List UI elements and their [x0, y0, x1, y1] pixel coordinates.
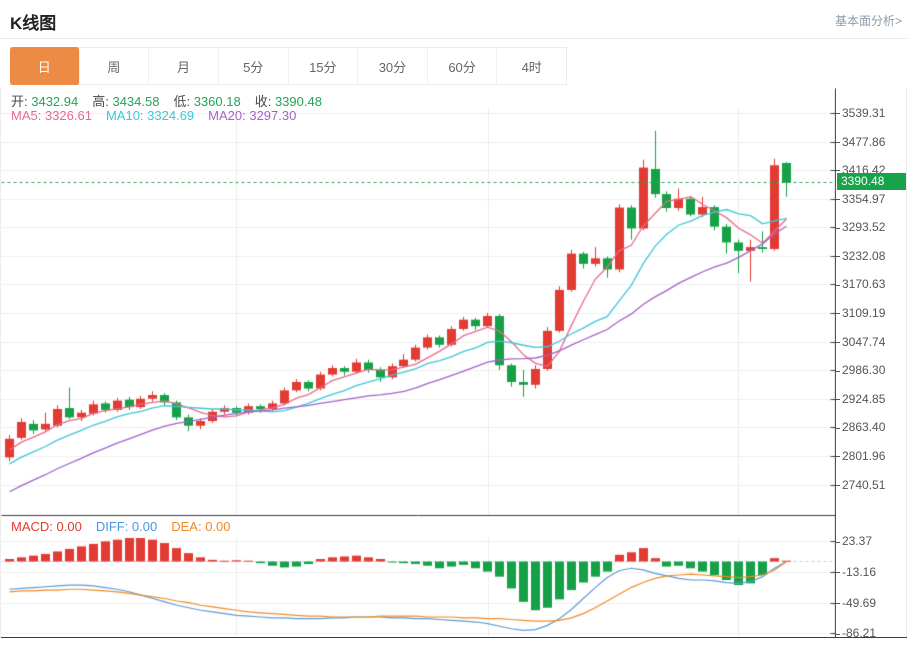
legend-value: 3324.69: [147, 108, 195, 123]
y-axis-tick: -86.21: [836, 626, 876, 640]
kline-canvas[interactable]: [1, 88, 836, 638]
last-price-badge: 3390.48: [837, 173, 906, 190]
chart-area: 开: 3432.94 高: 3434.58 低: 3360.18 收: 3390.48…: [0, 88, 907, 640]
tab-15分[interactable]: 15分: [288, 48, 359, 84]
legend-item: 低: 3360.18: [173, 94, 240, 109]
page-title: K线图: [10, 14, 57, 33]
legend-label: MA10:: [105, 108, 148, 123]
interval-tab-bar: 日周月 5分 15分 30分 60分 4时: [10, 47, 567, 85]
legend-item: 开: 3432.94: [11, 94, 78, 109]
y-axis-tick: 3232.08: [836, 249, 885, 263]
panel-bottom-axis: [1, 637, 907, 638]
legend-label: MA20:: [208, 108, 250, 123]
fundamental-analysis-link[interactable]: 基本面分析>: [834, 14, 902, 28]
macd-legend: MACD: 0.00 DIFF: 0.00 DEA: 0.00: [11, 519, 245, 534]
tab-4时[interactable]: 4时: [497, 48, 566, 84]
legend-item: MA20: 3297.30: [208, 108, 296, 123]
legend-label: 收:: [254, 94, 275, 109]
legend-value: 3360.18: [193, 94, 241, 109]
y-axis-tick: 2924.85: [836, 392, 885, 406]
y-axis-tick: 2986.30: [836, 363, 885, 377]
y-axis-tick: 2863.40: [836, 420, 885, 434]
legend-label: 开:: [11, 94, 32, 109]
tab-60分[interactable]: 60分: [427, 48, 498, 84]
legend-value: 3297.30: [249, 108, 297, 123]
legend-value: 0.00: [56, 519, 82, 534]
tab-月[interactable]: 月: [149, 48, 219, 84]
y-axis-tick: 3539.31: [836, 106, 885, 120]
legend-value: 3432.94: [31, 94, 79, 109]
legend-label: 低:: [173, 94, 194, 109]
y-axis-tick: -13.16: [836, 565, 876, 579]
tab-日[interactable]: 日: [10, 47, 80, 85]
ma-legend: MA5: 3326.61 MA10: 3324.69 MA20: 3297.30: [11, 108, 310, 123]
tab-30分[interactable]: 30分: [358, 48, 428, 84]
y-axis-tick: 23.37: [836, 534, 872, 548]
legend-item: 高: 3434.58: [92, 94, 159, 109]
y-axis-tick: 3293.52: [836, 220, 885, 234]
y-axis-tick: -49.69: [836, 596, 876, 610]
y-axis-tick: 3047.74: [836, 335, 885, 349]
legend-value: 0.00: [205, 519, 231, 534]
ohlc-legend: 开: 3432.94 高: 3434.58 低: 3360.18 收: 3390.48: [11, 91, 336, 110]
legend-label: MA5:: [11, 108, 45, 123]
legend-item: MA10: 3324.69: [106, 108, 194, 123]
legend-item: DIFF: 0.00: [96, 519, 157, 534]
legend-value: 3390.48: [274, 94, 322, 109]
y-axis-tick: 2801.96: [836, 449, 885, 463]
legend-value: 3326.61: [44, 108, 92, 123]
legend-value: 3434.58: [112, 94, 160, 109]
legend-label: DEA:: [171, 519, 206, 534]
y-axis-tick: 2740.51: [836, 478, 885, 492]
legend-item: MACD: 0.00: [11, 519, 82, 534]
y-axis-tick: 3354.97: [836, 192, 885, 206]
header: K线图 基本面分析>: [0, 0, 907, 38]
legend-item: MA5: 3326.61: [11, 108, 92, 123]
header-divider: [0, 38, 907, 39]
tab-周[interactable]: 周: [79, 48, 150, 84]
y-axis-tick: 3170.63: [836, 277, 885, 291]
legend-label: MACD:: [11, 519, 57, 534]
tab-5分[interactable]: 5分: [218, 48, 289, 84]
legend-label: DIFF:: [95, 519, 132, 534]
y-axis-tick: 3109.19: [836, 306, 885, 320]
legend-label: 高:: [92, 94, 113, 109]
legend-value: 0.00: [131, 519, 158, 534]
y-axis-tick: 3477.86: [836, 135, 885, 149]
legend-item: 收: 3390.48: [255, 94, 322, 109]
legend-item: DEA: 0.00: [171, 519, 230, 534]
